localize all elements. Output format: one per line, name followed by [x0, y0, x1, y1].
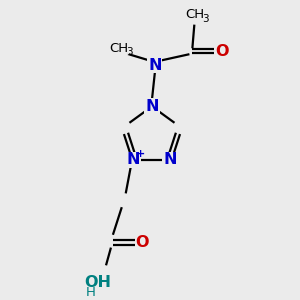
Text: 3: 3	[202, 14, 208, 24]
Text: O: O	[136, 235, 149, 250]
Text: O: O	[215, 44, 229, 59]
Text: N: N	[148, 58, 162, 73]
Text: 3: 3	[126, 47, 133, 57]
Text: N: N	[127, 152, 140, 167]
Text: CH: CH	[185, 8, 204, 21]
Text: H: H	[85, 286, 95, 299]
Text: N: N	[164, 152, 177, 167]
Text: CH: CH	[109, 42, 128, 55]
Text: N: N	[145, 99, 159, 114]
Text: OH: OH	[85, 274, 112, 290]
Text: +: +	[136, 149, 145, 159]
